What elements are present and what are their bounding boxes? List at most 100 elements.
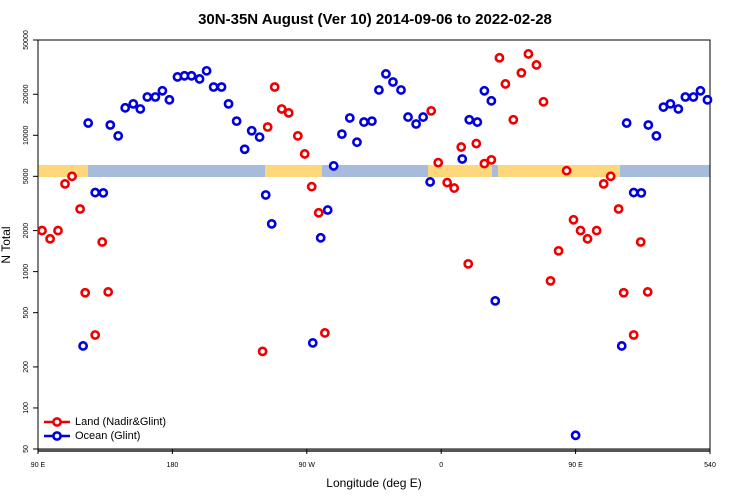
point (78, 341, 88, 351)
point (457, 154, 468, 164)
legend-label: Land (Nadir&Glint) (75, 416, 166, 428)
x-tick-label: 90 E (568, 462, 583, 469)
point (561, 165, 572, 176)
point (142, 92, 153, 102)
point (553, 245, 564, 256)
point (396, 85, 406, 95)
point (239, 144, 250, 155)
point (479, 85, 490, 96)
point (486, 95, 497, 106)
point (628, 330, 639, 340)
point (90, 330, 101, 340)
point (246, 125, 257, 136)
point (344, 113, 355, 123)
x-tick-label: 0 (439, 462, 443, 469)
point (471, 138, 482, 149)
point (381, 69, 391, 79)
y-tick-label: 50000 (23, 30, 30, 50)
point (292, 130, 303, 141)
point (568, 214, 579, 225)
point (516, 67, 527, 78)
legend-marker (52, 417, 62, 427)
x-tick-label: 180 (167, 462, 179, 469)
point (257, 346, 268, 357)
point (216, 82, 227, 92)
point (621, 118, 632, 128)
point (105, 120, 116, 130)
point (194, 74, 205, 84)
point (591, 225, 602, 236)
point (643, 120, 654, 130)
point (103, 287, 114, 297)
point (319, 328, 330, 338)
y-tick-label: 2000 (23, 223, 30, 239)
point (208, 82, 219, 92)
point (616, 341, 627, 351)
point (45, 233, 55, 244)
point (299, 149, 310, 159)
point (97, 237, 108, 247)
point (695, 85, 706, 96)
point (636, 187, 647, 198)
point (490, 295, 501, 306)
point (283, 107, 294, 118)
point (575, 225, 586, 236)
legend-marker (52, 431, 62, 441)
point (135, 104, 146, 114)
y-tick-label: 200 (23, 361, 30, 373)
point (411, 119, 422, 129)
point (254, 132, 265, 142)
point (90, 187, 101, 198)
point (538, 96, 549, 107)
y-tick-label: 20000 (23, 84, 30, 104)
point (442, 177, 453, 188)
point (80, 287, 91, 298)
point (545, 276, 556, 286)
point (479, 158, 490, 169)
point (260, 190, 271, 200)
point (315, 232, 326, 243)
point (635, 237, 646, 247)
point (673, 104, 684, 114)
point (651, 130, 662, 141)
point (113, 130, 124, 141)
point (231, 116, 242, 127)
y-tick-label: 1000 (23, 264, 30, 280)
point (613, 204, 624, 214)
point (388, 77, 398, 87)
point (403, 112, 413, 122)
point (598, 179, 609, 189)
point (618, 287, 629, 298)
point (456, 142, 467, 152)
point (266, 218, 277, 229)
point (582, 233, 593, 244)
point (75, 204, 86, 214)
point (53, 225, 63, 236)
point (67, 171, 77, 182)
plot-frame (37, 39, 711, 450)
y-tick-label: 100 (23, 402, 30, 414)
point (313, 207, 324, 218)
point (120, 102, 131, 113)
point (98, 187, 109, 198)
y-axis-label: N Total (0, 226, 13, 263)
point (269, 82, 280, 92)
point (418, 112, 429, 122)
point (426, 105, 437, 116)
point (223, 98, 234, 109)
land-ocean-strip (38, 165, 710, 177)
point (500, 79, 511, 89)
point (374, 85, 384, 95)
point (367, 116, 377, 127)
point (83, 118, 94, 128)
point (680, 92, 691, 102)
point (449, 183, 460, 193)
point (628, 187, 639, 198)
point (486, 154, 497, 165)
point (494, 52, 505, 63)
point (157, 85, 168, 96)
point (186, 70, 197, 81)
legend-label: Ocean (Glint) (75, 430, 140, 442)
point (605, 171, 616, 182)
